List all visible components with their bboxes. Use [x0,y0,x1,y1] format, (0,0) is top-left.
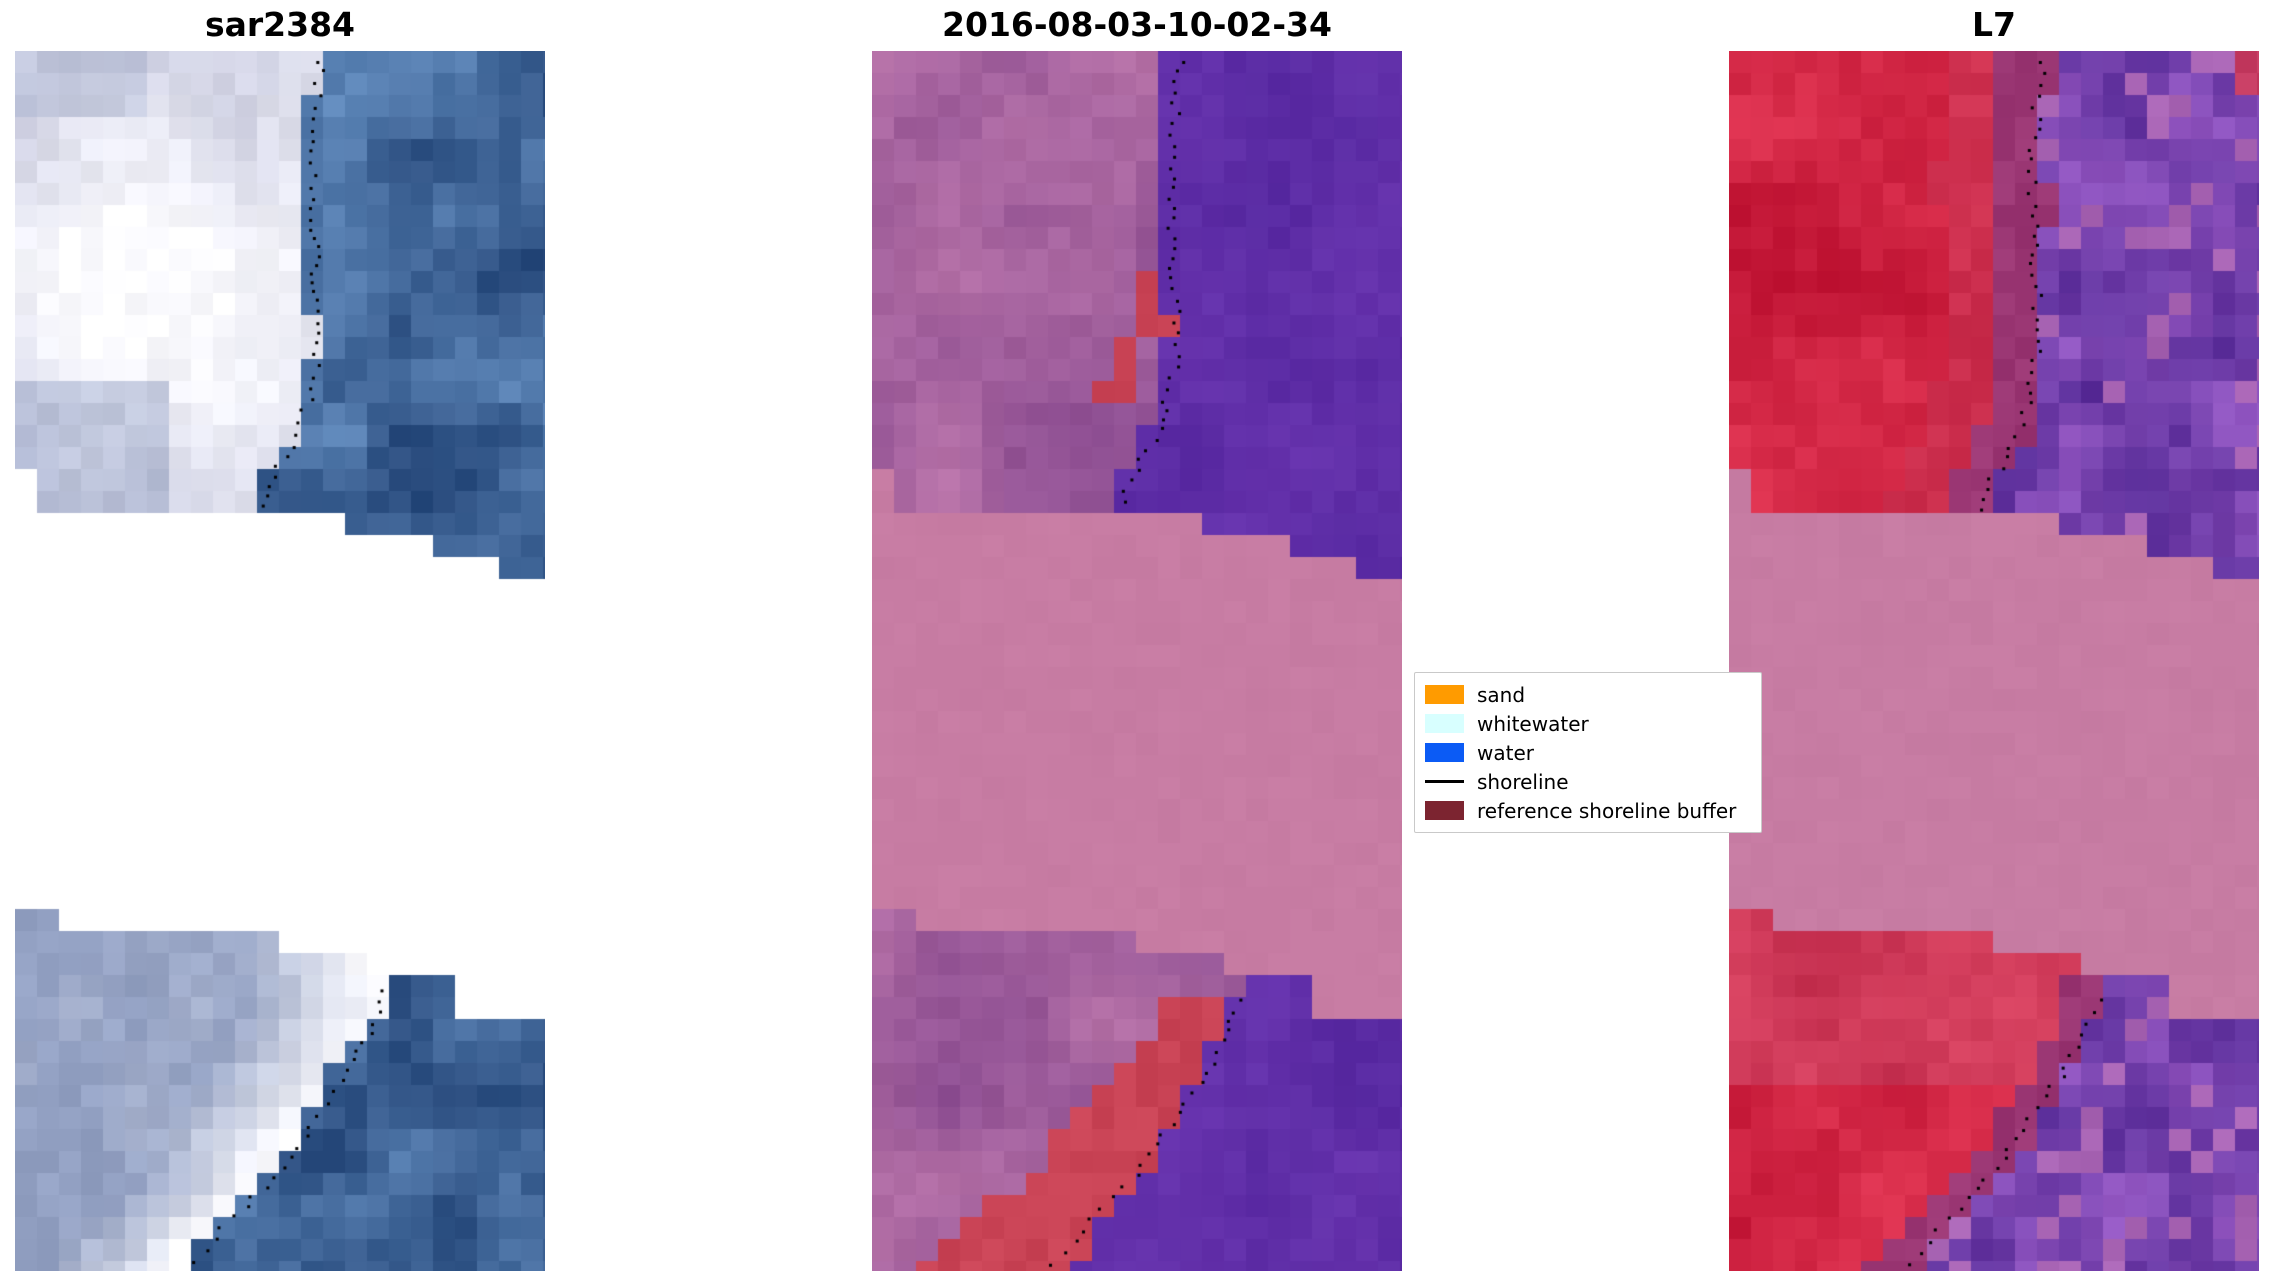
legend-label-whitewater: whitewater [1477,711,1589,736]
reference-shoreline-buffer-swatch [1425,801,1464,820]
legend-item-sand: sand [1425,680,1751,709]
legend-label-shoreline: shoreline [1477,769,1569,794]
whitewater-swatch [1425,714,1464,733]
legend-label-reference-shoreline-buffer: reference shoreline buffer [1477,798,1737,823]
l7-image-panel [1729,51,2259,1271]
panel-title-sar: sar2384 [204,5,356,44]
legend-item-shoreline: shoreline [1425,767,1751,796]
legend-item-whitewater: whitewater [1425,709,1751,738]
legend: sand whitewater water shoreline referenc… [1414,672,1762,833]
legend-item-water: water [1425,738,1751,767]
shoreline-line-swatch [1425,780,1464,783]
legend-label-water: water [1477,740,1534,765]
water-swatch [1425,743,1464,762]
sar-image-panel [15,51,545,1271]
legend-item-reference-shoreline-buffer: reference shoreline buffer [1425,796,1751,825]
legend-label-sand: sand [1477,682,1526,707]
sand-swatch [1425,685,1464,704]
classified-image-panel [872,51,1402,1271]
panel-title-classified: 2016-08-03-10-02-34 [942,5,1332,44]
panel-title-l7: L7 [1972,5,2016,44]
